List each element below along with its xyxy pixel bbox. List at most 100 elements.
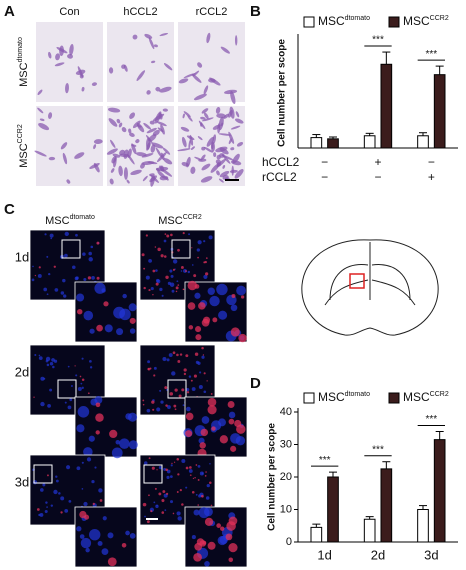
cell-signal [207, 397, 217, 407]
cell-signal [149, 367, 152, 370]
cell-signal [175, 290, 178, 293]
cell-signal [195, 334, 202, 341]
cell [130, 169, 142, 176]
cell-signal [186, 391, 190, 394]
nucleus [169, 282, 175, 287]
cell-signal [204, 517, 214, 526]
cell-signal [207, 541, 216, 550]
row-label: MSCCCR2 [17, 124, 30, 168]
nucleus [236, 285, 246, 296]
y-tick-label: 40 [280, 406, 292, 418]
cell [151, 60, 156, 64]
cell-signal [200, 428, 209, 437]
cell-signal [107, 557, 117, 567]
cell-signal [143, 286, 146, 290]
cell-signal [153, 374, 156, 377]
cell [230, 147, 235, 151]
y-tick-label: 20 [280, 471, 292, 483]
cell-signal [174, 388, 178, 392]
cell [162, 147, 171, 155]
nucleus [230, 433, 241, 444]
significance-label: *** [425, 49, 437, 60]
cell-signal [103, 301, 109, 307]
cell [159, 32, 169, 37]
micrograph [178, 22, 245, 105]
nucleus [158, 465, 163, 470]
cell-signal [231, 294, 236, 298]
nucleus [38, 356, 43, 361]
cell [186, 156, 191, 168]
label-main: MSC [403, 14, 430, 28]
nucleus [113, 306, 126, 319]
cell [216, 113, 226, 119]
nucleus [204, 560, 210, 567]
cell [218, 178, 224, 183]
nucleus [37, 274, 42, 278]
zoom-box [33, 464, 53, 484]
condition-label: hCCL2 [262, 155, 300, 169]
cell-signal [143, 267, 146, 270]
nucleus [91, 276, 95, 280]
nucleus [129, 328, 136, 334]
bar [380, 468, 393, 543]
nucleus [76, 424, 85, 433]
cell [142, 175, 148, 182]
nucleus [128, 303, 137, 312]
cell-signal [95, 430, 100, 435]
cell-signal [157, 247, 161, 252]
cell [34, 150, 47, 157]
cell-signal [185, 354, 189, 358]
label-main: MSC [318, 390, 345, 404]
nucleus [170, 464, 173, 467]
bar [327, 476, 339, 543]
nucleus [176, 511, 181, 516]
y-axis-label: Cell number per scope [277, 39, 288, 147]
nucleus [148, 258, 152, 263]
nucleus [62, 278, 66, 283]
cell-signal [183, 288, 185, 291]
nucleus [187, 270, 191, 274]
panel-letter: D [250, 375, 261, 392]
nucleus [64, 401, 67, 404]
cell [230, 90, 236, 105]
column-label: MSCdtomato [45, 214, 95, 227]
nucleus [115, 439, 121, 445]
cell [128, 128, 132, 134]
cell [121, 64, 126, 69]
cell-signal [228, 557, 234, 562]
nucleus [91, 480, 95, 484]
cell-signal [141, 253, 145, 257]
cell-signal [195, 326, 202, 333]
cell-signal [210, 393, 213, 395]
cell-signal [154, 246, 157, 248]
nucleus [39, 513, 44, 517]
nucleus [125, 530, 130, 536]
cell [155, 147, 162, 158]
cell-signal [162, 490, 166, 493]
nucleus [169, 475, 173, 478]
cell [230, 160, 242, 166]
fluorescence-image [184, 280, 248, 343]
nucleus [75, 374, 78, 377]
cell [131, 143, 137, 155]
nucleus [49, 361, 54, 366]
nucleus [53, 489, 58, 495]
cell [163, 158, 173, 165]
nucleus [218, 310, 228, 320]
column-label: MSCCCR2 [158, 214, 202, 227]
cell [93, 144, 97, 150]
nucleus [72, 265, 76, 270]
nucleus [166, 469, 171, 474]
cell [136, 70, 146, 82]
cell-signal [146, 520, 150, 524]
nucleus [159, 287, 163, 292]
cell [211, 142, 215, 152]
nucleus [195, 360, 199, 364]
cell-signal [203, 372, 206, 375]
nucleus [94, 282, 106, 294]
cell-signal [190, 379, 193, 382]
cell-signal [166, 234, 170, 238]
nucleus [143, 461, 148, 465]
nucleus [198, 507, 210, 519]
nucleus [169, 269, 173, 273]
